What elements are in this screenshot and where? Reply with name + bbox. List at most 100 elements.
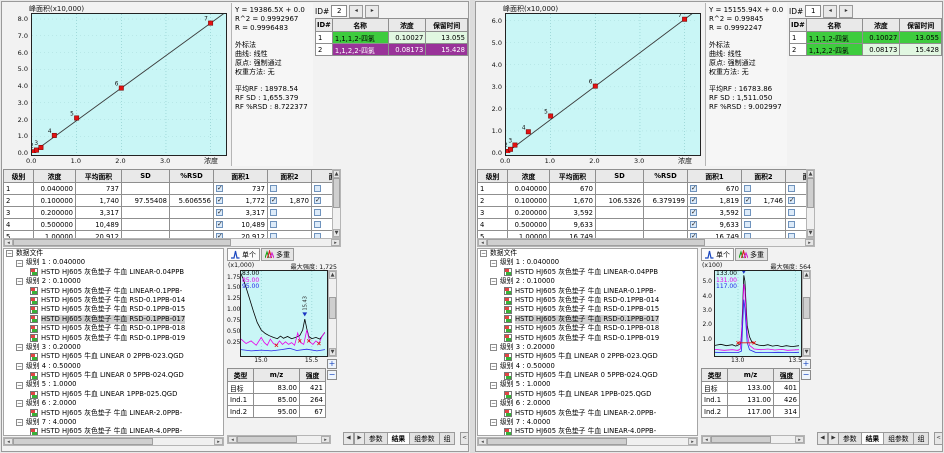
- collapse-icon[interactable]: −: [16, 344, 23, 352]
- area-checkbox[interactable]: [314, 185, 321, 192]
- tree-file-item[interactable]: HSTD HJ605 灰色垫子 牛血 LINEAR-2.0PPB-: [4, 409, 223, 418]
- scrollbar-thumb[interactable]: [803, 297, 810, 319]
- tree-file-item[interactable]: HSTD HJ605 灰色垫子 牛血 LINEAR-4.0PPB-: [4, 427, 223, 435]
- scroll-down-arrow[interactable]: ▼: [329, 348, 336, 356]
- scroll-left-arrow[interactable]: ◂: [4, 438, 13, 445]
- collapse-icon[interactable]: −: [16, 278, 23, 286]
- scrollbar-thumb[interactable]: [711, 436, 771, 443]
- tree-file-item[interactable]: HSTD HJ605 灰色垫子 牛血 LINEAR-0.04PPB: [4, 268, 223, 277]
- tab-scroll-prev-button[interactable]: ◀: [817, 432, 828, 445]
- level-table-vscrollbar[interactable]: ▲ ▼: [332, 169, 341, 238]
- id-next-button[interactable]: ▸: [839, 4, 854, 18]
- level-row[interactable]: 1 0.040000 737 ✓ 737: [3, 182, 332, 195]
- scrollbar-thumb[interactable]: [333, 178, 340, 208]
- scroll-up-arrow[interactable]: ▲: [807, 170, 814, 178]
- mz-row[interactable]: Ind.1 85.00 264: [227, 393, 326, 406]
- scroll-left-arrow[interactable]: ◂: [228, 436, 237, 443]
- tree-level-item[interactable]: − 级别 2 : 0.10000: [478, 277, 697, 286]
- scroll-left-arrow[interactable]: ◂: [702, 436, 711, 443]
- tree-file-item[interactable]: HSTD HJ605 牛血 LINEAR 1PPB-025.QGD: [478, 390, 697, 399]
- area-checkbox[interactable]: ✓: [690, 196, 697, 204]
- area-checkbox[interactable]: [270, 185, 277, 192]
- mz-row[interactable]: Ind.2 117.00 314: [701, 405, 800, 418]
- area-checkbox[interactable]: ✓: [690, 220, 697, 228]
- collapse-icon[interactable]: −: [490, 381, 497, 389]
- area-checkbox[interactable]: [314, 233, 321, 238]
- scroll-up-arrow[interactable]: ▲: [333, 170, 340, 178]
- area-checkbox[interactable]: ✓: [690, 208, 697, 216]
- area-checkbox[interactable]: ✓: [216, 208, 223, 216]
- tree-file-item[interactable]: HSTD HJ605 灰色垫子 牛血 RSD-0.1PPB-017: [478, 314, 697, 325]
- tab-strip-end-button[interactable]: <: [934, 432, 942, 445]
- mz-row[interactable]: 目标 83.00 421: [227, 381, 326, 394]
- scrollbar-track[interactable]: [803, 279, 810, 348]
- tree-file-item[interactable]: HSTD HJ605 灰色垫子 牛血 LINEAR-4.0PPB-: [478, 427, 697, 435]
- mz-hscrollbar[interactable]: ◂ ▸: [227, 435, 331, 444]
- collapse-icon[interactable]: −: [490, 278, 497, 286]
- tree-file-item[interactable]: HSTD HJ605 灰色垫子 牛血 LINEAR-2.0PPB-: [478, 409, 697, 418]
- area-checkbox[interactable]: ✓: [270, 196, 277, 204]
- scrollbar-track[interactable]: [487, 239, 805, 246]
- level-row[interactable]: 1 0.040000 670 ✓ 670: [477, 182, 806, 195]
- tree-file-item[interactable]: HSTD HJ605 灰色垫子 牛血 RSD-0.1PPB-019: [4, 334, 223, 343]
- area-checkbox[interactable]: [788, 233, 795, 238]
- scroll-left-arrow[interactable]: ◂: [4, 239, 13, 246]
- scroll-right-arrow[interactable]: ▸: [805, 239, 814, 246]
- chromatogram-plot[interactable]: 15.43 83.00 85.00 95.00: [240, 270, 328, 357]
- scroll-down-arrow[interactable]: ▼: [803, 348, 810, 356]
- area-checkbox[interactable]: ✓: [690, 184, 697, 192]
- tree-file-item[interactable]: HSTD HJ605 灰色垫子 牛血 RSD-0.1PPB-015: [478, 305, 697, 315]
- id-prev-button[interactable]: ◂: [349, 4, 364, 18]
- tree-level-item[interactable]: − 级别 1 : 0.040000: [478, 258, 697, 267]
- scrollbar-thumb[interactable]: [237, 436, 297, 443]
- scrollbar-thumb[interactable]: [13, 438, 153, 445]
- area-checkbox[interactable]: [744, 233, 751, 238]
- scrollbar-thumb[interactable]: [807, 178, 814, 208]
- mz-row[interactable]: Ind.1 131.00 426: [701, 393, 800, 406]
- tab-2[interactable]: 组参数: [883, 432, 914, 445]
- area-checkbox[interactable]: ✓: [744, 196, 751, 204]
- level-row[interactable]: 3 0.200000 3,317 ✓ 3,317: [3, 206, 332, 219]
- scroll-up-arrow[interactable]: ▲: [803, 271, 810, 279]
- tab-0[interactable]: 参数: [839, 432, 862, 445]
- collapse-icon[interactable]: −: [490, 362, 497, 370]
- tree-file-item[interactable]: HSTD HJ605 灰色垫子 牛血 LINEAR-0.1PPB-: [4, 287, 223, 296]
- area-checkbox[interactable]: ✓: [216, 220, 223, 228]
- tab-scroll-next-button[interactable]: ▶: [828, 432, 839, 445]
- scrollbar-track[interactable]: [711, 436, 795, 443]
- mz-row[interactable]: Ind.2 95.00 67: [227, 405, 326, 418]
- scroll-left-arrow[interactable]: ◂: [478, 239, 487, 246]
- scroll-up-arrow[interactable]: ▲: [329, 271, 336, 279]
- tree-hscrollbar[interactable]: ◂ ▸: [3, 437, 224, 446]
- tree-level-item[interactable]: − 级别 3 : 0.20000: [4, 343, 223, 352]
- area-checkbox[interactable]: ✓: [216, 196, 223, 204]
- level-row[interactable]: 5 1.00000 16,749 ✓ 16,749: [477, 230, 806, 238]
- scrollbar-thumb[interactable]: [487, 239, 705, 246]
- zoom-in-button[interactable]: +: [327, 359, 337, 369]
- area-checkbox[interactable]: ✓: [788, 196, 795, 204]
- level-row[interactable]: 5 1.00000 20,912 ✓ 20,912: [3, 230, 332, 238]
- chromatogram-vscrollbar[interactable]: ▲ ▼: [802, 270, 811, 357]
- single-view-tab[interactable]: 单个: [701, 248, 734, 261]
- area-checkbox[interactable]: ✓: [690, 232, 697, 238]
- tree-level-item[interactable]: − 级别 5 : 1.0000: [4, 380, 223, 389]
- scroll-right-arrow[interactable]: ▸: [331, 239, 340, 246]
- tree-level-item[interactable]: − 级别 5 : 1.0000: [478, 380, 697, 389]
- compound-row[interactable]: 1 1,1,1,2-四氯 0.10027 13.055: [315, 31, 468, 44]
- scrollbar-track[interactable]: [13, 438, 214, 445]
- scrollbar-thumb[interactable]: [329, 297, 336, 319]
- calibration-plot[interactable]: 1234567: [505, 13, 701, 156]
- tree-hscrollbar[interactable]: ◂ ▸: [477, 437, 698, 446]
- area-checkbox[interactable]: [270, 209, 277, 216]
- level-row[interactable]: 3 0.200000 3,592 ✓ 3,592: [477, 206, 806, 219]
- tree-root-item[interactable]: − 数据文件: [478, 249, 697, 258]
- level-table-hscrollbar[interactable]: ◂ ▸: [3, 238, 341, 247]
- tree-file-item[interactable]: HSTD HJ605 灰色垫子 牛血 RSD-0.1PPB-015: [4, 305, 223, 315]
- area-checkbox[interactable]: [744, 221, 751, 228]
- multi-view-tab[interactable]: 多重: [261, 248, 294, 261]
- collapse-icon[interactable]: −: [16, 259, 23, 267]
- area-checkbox[interactable]: [788, 221, 795, 228]
- tree-level-item[interactable]: − 级别 4 : 0.50000: [478, 362, 697, 371]
- scroll-down-arrow[interactable]: ▼: [807, 229, 814, 237]
